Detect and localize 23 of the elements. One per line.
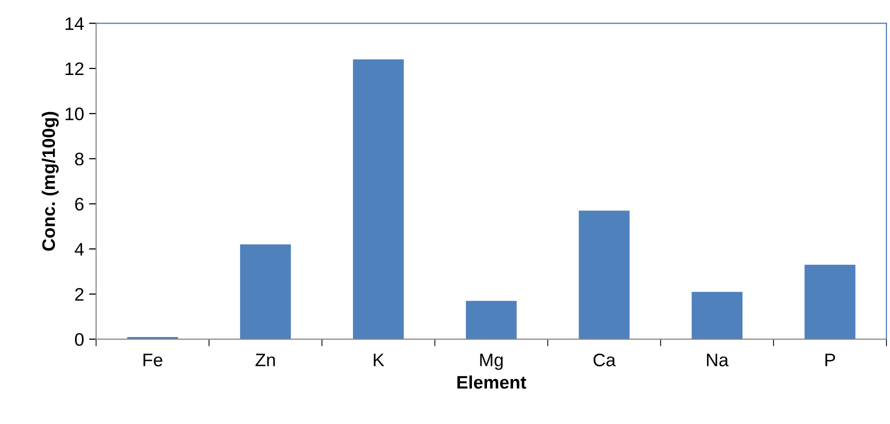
x-tick-label: P [825,354,836,366]
y-tick-label: 6 [75,198,84,211]
bar [578,210,630,340]
bar [466,300,517,340]
x-tick-label: Zn [256,354,275,366]
y-tick-label: 12 [66,62,84,75]
y-tick-label: 10 [66,108,84,120]
x-tick-label: Fe [144,354,162,366]
x-axis-title: Element [457,375,526,389]
bar [692,292,742,340]
y-tick-label: 2 [75,288,84,301]
x-tick-label: Na [707,354,729,366]
bar [804,264,856,340]
x-tick-label: Mg [480,354,503,370]
x-tick-label: Ca [594,354,616,366]
y-tick-label: 8 [75,152,84,166]
bar [240,244,291,340]
y-tick-label: 4 [74,243,84,256]
y-tick-label: 14 [66,17,84,30]
y-tick-label: 0 [74,333,84,346]
bar [352,59,404,340]
x-tick-label: K [374,354,384,366]
y-axis-title: Conc. (mg/100g) [42,112,59,251]
